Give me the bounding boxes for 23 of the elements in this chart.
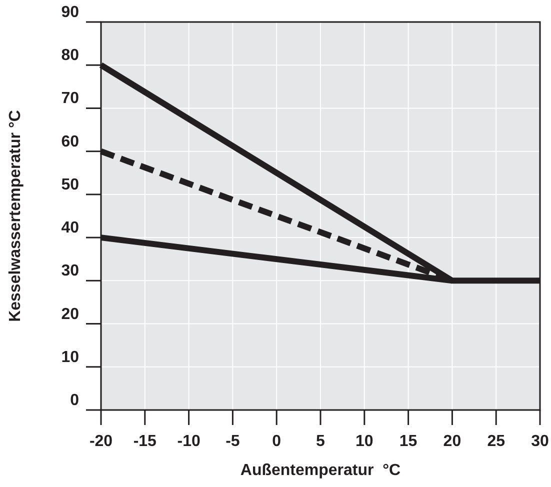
y-tick-label: 50 [61, 176, 80, 194]
x-axis-title: Außentemperatur °C [240, 462, 402, 479]
x-tick-label: 5 [316, 433, 326, 450]
x-tick-label: 25 [487, 433, 506, 450]
y-tick-label: 70 [61, 90, 80, 108]
y-tick-label: 20 [61, 306, 80, 323]
x-tick-label: 10 [356, 433, 374, 450]
x-tick-label: -15 [133, 433, 157, 450]
y-tick-label: 80 [61, 47, 80, 64]
x-tick-label: 30 [531, 433, 549, 450]
y-tick-label: 10 [61, 348, 80, 366]
y-tick-label: 90 [61, 4, 80, 21]
y-tick-label: 40 [61, 220, 80, 237]
x-tick-label: 20 [443, 433, 462, 450]
x-tick-label: -10 [177, 433, 200, 450]
y-tick-label: 0 [70, 392, 80, 409]
x-tick-label: -5 [226, 433, 240, 450]
x-tick-label: -20 [89, 433, 113, 450]
x-tick-label: 15 [399, 433, 418, 450]
y-axis-title: Kesselwassertemperatur °C [7, 110, 24, 322]
x-tick-label: 0 [272, 433, 282, 450]
y-tick-label: 60 [61, 133, 80, 150]
y-tick-label: 30 [61, 262, 80, 280]
